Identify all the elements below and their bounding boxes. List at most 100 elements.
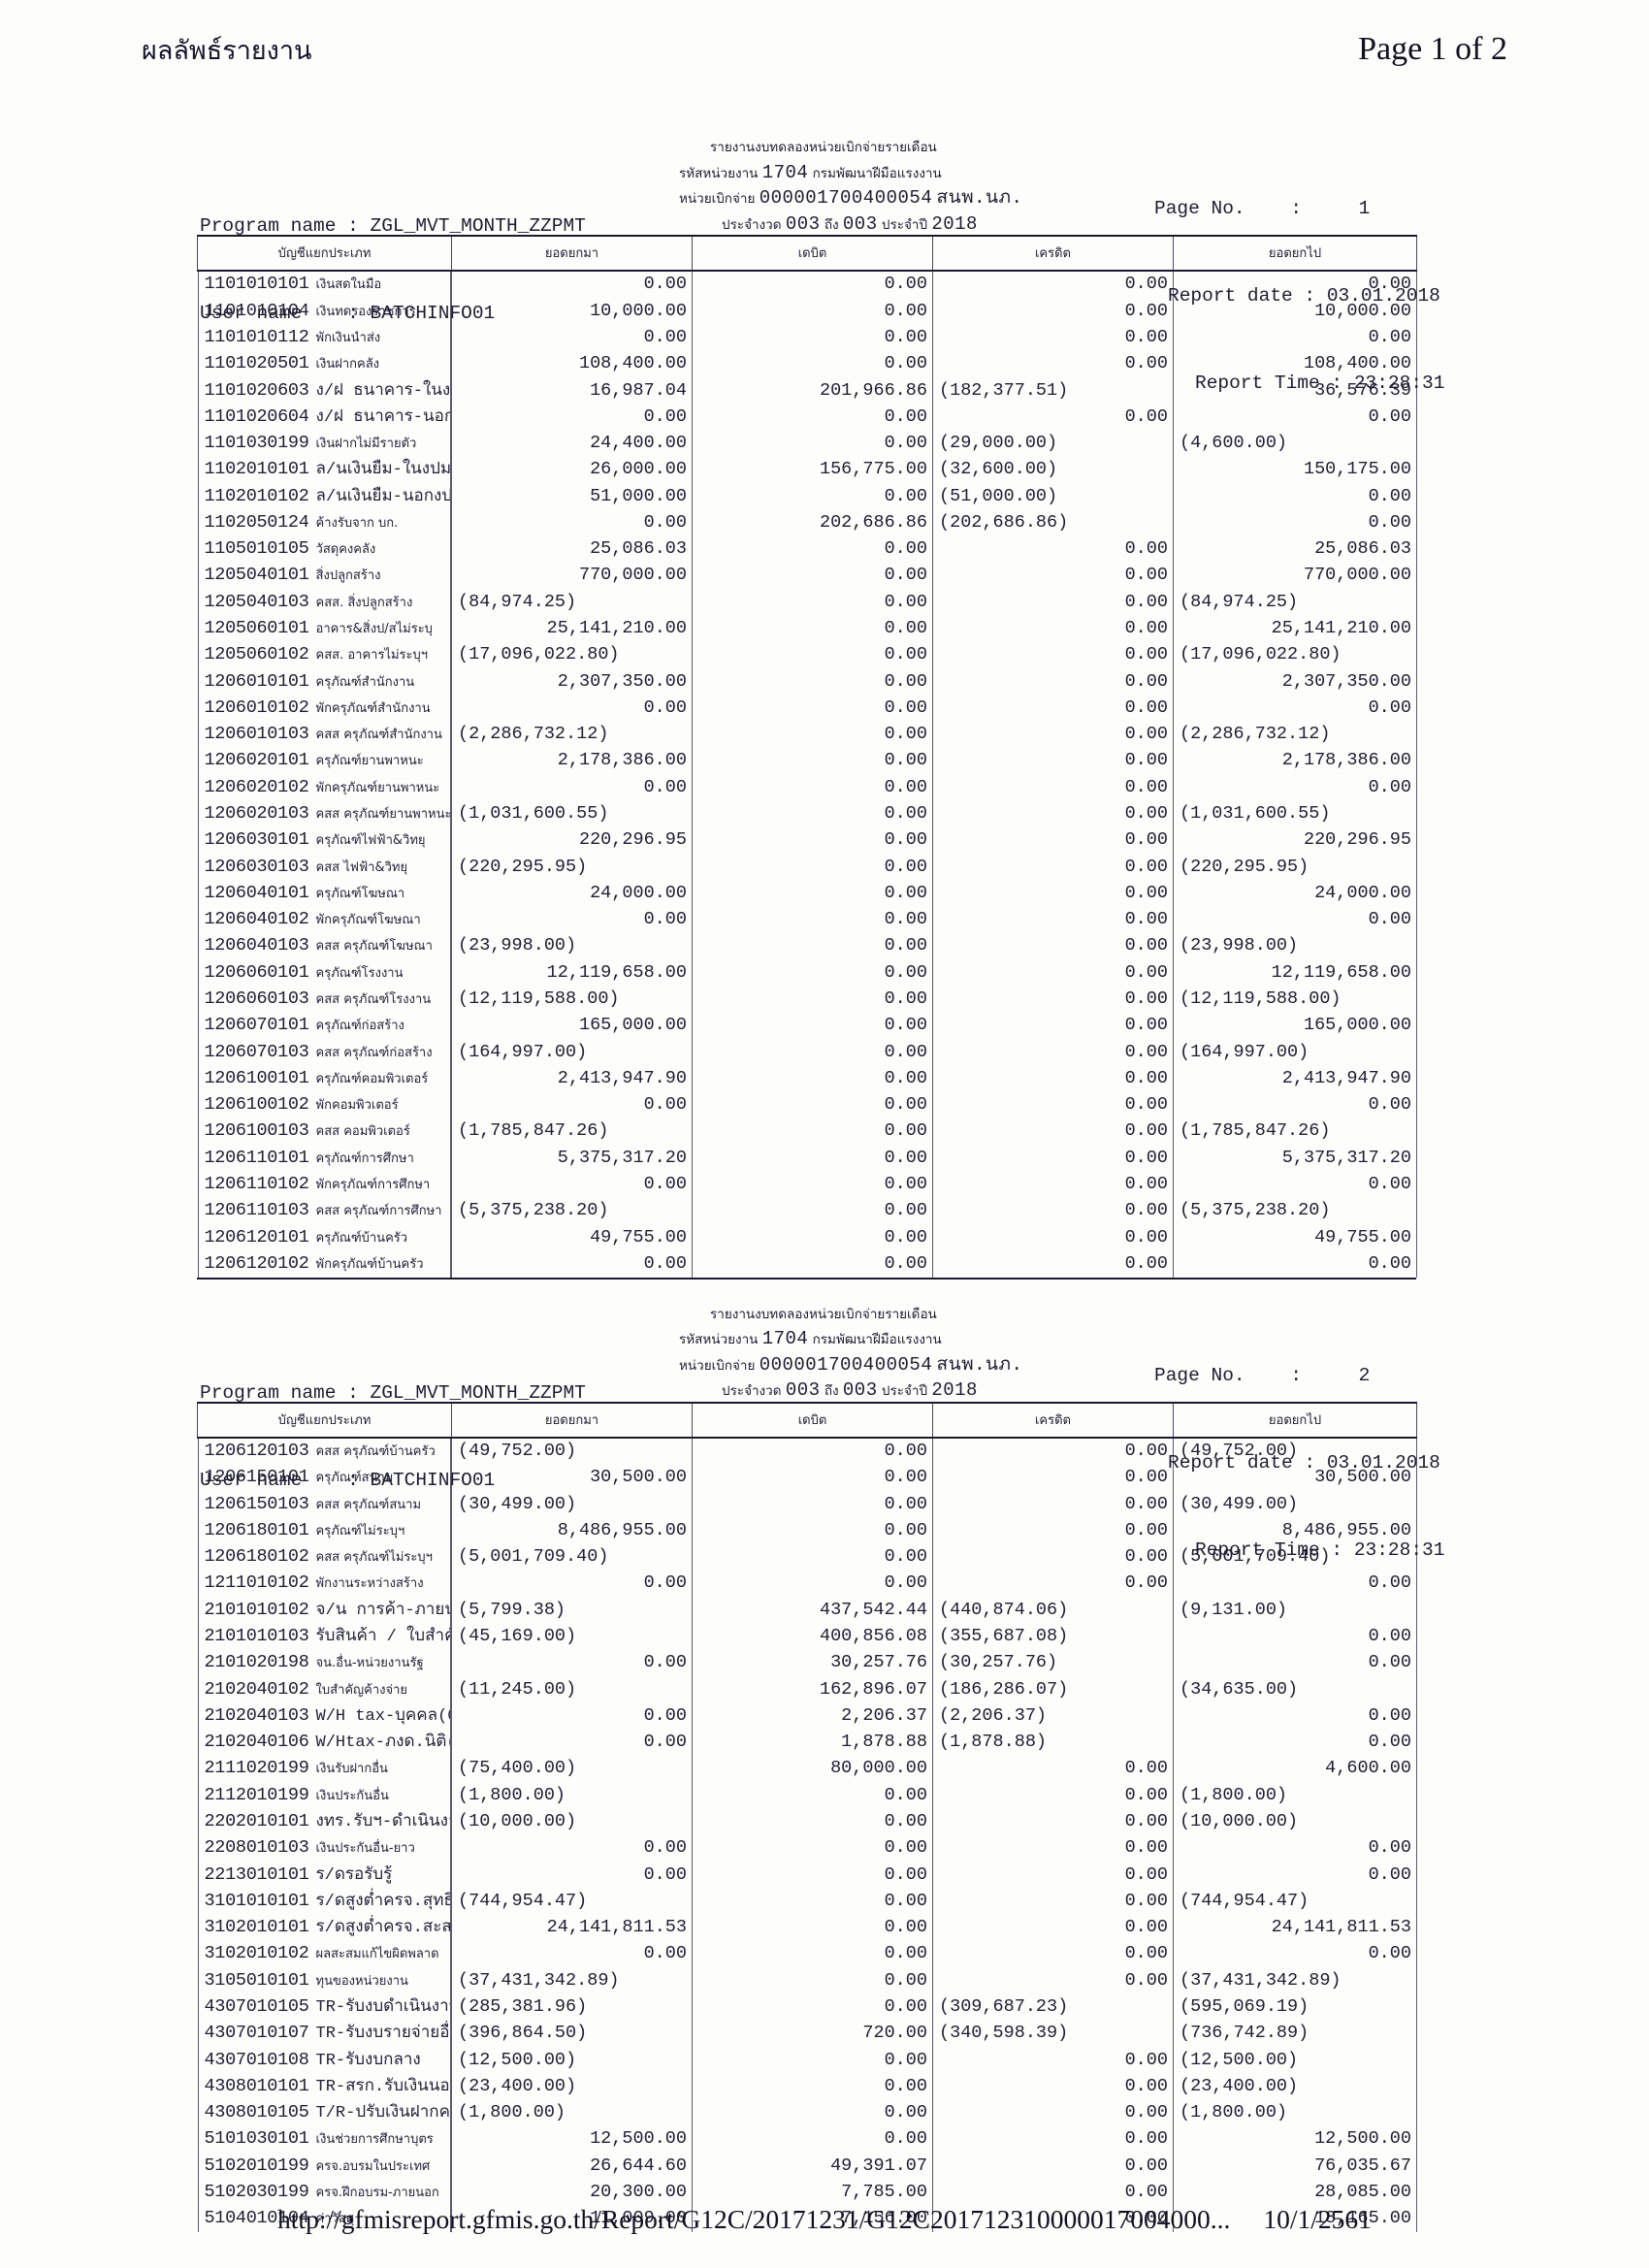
account-code: 4307010105	[204, 1995, 309, 2017]
cell-debit: 0.00	[692, 826, 933, 855]
cell-debit: 0.00	[692, 1197, 933, 1225]
cell-account: 2208010103 เงินประกันอื่น-ยาว	[197, 1834, 451, 1863]
cell-opening-balance: (10,000.00)	[451, 1808, 693, 1835]
table-row: 1206100101 ครุภัณฑ์คอมพิวเตอร์ 2,413,947.9…	[197, 1065, 1417, 1092]
cell-account: 1206070101 ครุภัณฑ์ก่อสร้าง	[197, 1012, 451, 1040]
table-row: 1101020501 เงินฝากคลัง 108,400.00 0.00 0.00 1…	[197, 350, 1417, 378]
cell-credit: 0.00	[932, 695, 1174, 722]
cell-closing-balance: 220,296.95	[1173, 826, 1417, 855]
account-code: 1206120101	[204, 1226, 309, 1247]
disburse-name: สนพ.นภ.	[936, 1353, 1023, 1376]
cell-account: 4308010105 T/R-ปรับเงินฝากคลัง	[197, 2099, 451, 2126]
account-code: 2101020198	[204, 1652, 309, 1673]
ledger-table-2: บัญชีแยกประเภท ยอดยกมา เดบิต เครดิต ยอดย…	[197, 1402, 1417, 2233]
cell-account: 1101010112 พักเงินนำส่ง	[197, 324, 451, 351]
cell-account: 5102010199 ครจ.อบรมในประเทศ	[197, 2153, 451, 2180]
report-title: รายงานงบทดลองหน่วยเบิกจ่ายรายเดือน	[710, 1306, 937, 1322]
cell-closing-balance: (12,119,588.00)	[1173, 986, 1417, 1013]
table-row: 1206010101 ครุภัณฑ์สำนักงาน 2,307,350.00 0.…	[197, 668, 1417, 696]
account-code: 2101010103	[204, 1626, 309, 1647]
print-header-title: ผลลัพธ์รายงาน	[142, 35, 312, 66]
print-header-page-indicator: Page 1 of 2	[1358, 31, 1507, 67]
table-row: 1102010101 ล/นเงินยืม-ในงปม. 26,000.00 156,…	[197, 456, 1417, 484]
cell-credit: 0.00	[932, 298, 1174, 325]
cell-account: 1211010102 พักงานระหว่างสร้าง	[197, 1571, 451, 1598]
account-code: 1206110101	[204, 1147, 309, 1168]
cell-debit: 0.00	[692, 880, 933, 907]
report-time-line: Report Time : 23:28:31	[1195, 373, 1445, 394]
cell-debit: 0.00	[692, 350, 933, 378]
cell-closing-balance: 0.00	[1173, 1941, 1417, 1968]
page-no-line: Page No. : 1	[1154, 198, 1371, 219]
account-code: 1101020604	[204, 405, 309, 427]
unit-code: 1704	[761, 1328, 809, 1350]
cell-closing-balance: (4,600.00)	[1173, 430, 1417, 457]
cell-debit: 0.00	[692, 1437, 933, 1465]
cell-credit: 0.00	[932, 1065, 1174, 1092]
user-name-line: User name : BATCHINFO01	[200, 303, 496, 324]
account-name: คสส คอมพิวเตอร์	[315, 1124, 410, 1140]
account-name: ครจ.อบรมในประเทศ	[315, 2158, 431, 2174]
account-code: 1206120103	[204, 1441, 309, 1462]
cell-credit: 0.00	[932, 748, 1174, 775]
cell-debit: 1,878.88	[692, 1729, 933, 1757]
cell-closing-balance: 76,035.67	[1173, 2153, 1417, 2180]
table-row: 1206010103 คสส ครุภัณฑ์สำนักงาน (2,286,732…	[197, 721, 1417, 749]
cell-debit: 0.00	[692, 2099, 933, 2126]
table-row: 1206150101 ครุภัณฑ์สนาม 30,500.00 0.00 0.00 3…	[197, 1464, 1417, 1492]
account-name: ครุภัณฑ์ยานพาหนะ	[315, 754, 424, 769]
table-row: 3105010101 ทุนของหน่วยงาน (37,431,342.89) 0…	[197, 1967, 1417, 1994]
account-code: 5102010199	[204, 2155, 309, 2176]
cell-debit: 0.00	[692, 1145, 933, 1172]
account-name: เงินทดรองราชการ	[315, 304, 416, 319]
cell-closing-balance: 108,400.00	[1173, 350, 1417, 378]
table-header-row: บัญชีแยกประเภท ยอดยกมา เดบิต เครดิต ยอดย…	[197, 236, 1417, 271]
account-code: 1206040101	[204, 882, 309, 903]
cell-debit: 0.00	[692, 2073, 933, 2100]
browser-print-footer: http://gfmisreport.gfmis.go.th/Report/G1…	[0, 2204, 1649, 2235]
account-code: 1206010103	[204, 724, 309, 745]
cell-account: 2111020199 เงินรับฝากอื่น	[197, 1756, 451, 1783]
cell-debit: 0.00	[692, 854, 933, 881]
cell-debit: 720.00	[692, 2020, 933, 2048]
account-name: วัสดุคงคลัง	[315, 542, 376, 558]
cell-debit: 0.00	[692, 1862, 933, 1889]
account-code: 1206100101	[204, 1067, 309, 1088]
cell-credit: 0.00	[932, 2126, 1174, 2154]
unit-name: กรมพัฒนาฝีมือแรงงาน	[812, 1332, 942, 1348]
cell-credit: 0.00	[932, 1491, 1174, 1518]
cell-credit: 0.00	[932, 641, 1174, 669]
cell-closing-balance: (84,974.25)	[1173, 589, 1417, 616]
account-code: 4308010105	[204, 2102, 309, 2123]
table-row: 1205040103 คสส. สิ่งปลูกสร้าง (84,974.25) 0…	[197, 589, 1417, 616]
cell-debit: 30,257.76	[692, 1649, 933, 1677]
cell-opening-balance: 20,300.00	[451, 2179, 693, 2206]
cell-closing-balance: (736,742.89)	[1173, 2020, 1417, 2048]
cell-account: 1206070103 คสส ครุภัณฑ์ก่อสร้าง	[197, 1039, 451, 1066]
account-code: 1206030101	[204, 829, 309, 851]
cell-debit: 0.00	[692, 1782, 933, 1809]
account-code: 1211010102	[204, 1572, 309, 1594]
cell-closing-balance: 2,413,947.90	[1173, 1065, 1417, 1092]
year-value: 2018	[931, 212, 978, 235]
cell-debit: 0.00	[692, 2126, 933, 2154]
program-name-line: Program name : ZGL_MVT_MONTH_ZZPMT	[200, 1381, 586, 1404]
cell-credit: 0.00	[932, 1517, 1174, 1544]
cell-debit: 0.00	[692, 1091, 933, 1118]
cell-debit: 202,686.86	[692, 509, 933, 536]
account-name: คสส. อาคารไม่ระบุฯ	[315, 648, 429, 664]
cell-closing-balance: 24,141,811.53	[1173, 1914, 1417, 1942]
cell-opening-balance: (396,864.50)	[451, 2020, 693, 2048]
cell-credit: (340,598.39)	[932, 2020, 1174, 2048]
account-name: TR-สรก.รับเงินนอก	[315, 2077, 451, 2096]
cell-closing-balance: (1,800.00)	[1173, 1782, 1417, 1809]
account-name: จน.อื่น-หน่วยงานรัฐ	[315, 1656, 424, 1671]
cell-credit: 0.00	[932, 1464, 1174, 1492]
table-row: 1206020103 คสส ครุภัณฑ์ยานพาหนะ (1,031,600…	[197, 800, 1417, 827]
ledger-table-1-head: บัญชีแยกประเภท ยอดยกมา เดบิต เครดิต ยอดย…	[197, 236, 1417, 271]
account-code: 1206100103	[204, 1120, 309, 1142]
table-row: 1101010104 เงินทดรองราชการ 10,000.00 0.00 0.…	[197, 298, 1417, 325]
cell-opening-balance: 0.00	[451, 1171, 693, 1198]
cell-credit: 0.00	[932, 1437, 1174, 1465]
cell-debit: 0.00	[692, 1012, 933, 1040]
